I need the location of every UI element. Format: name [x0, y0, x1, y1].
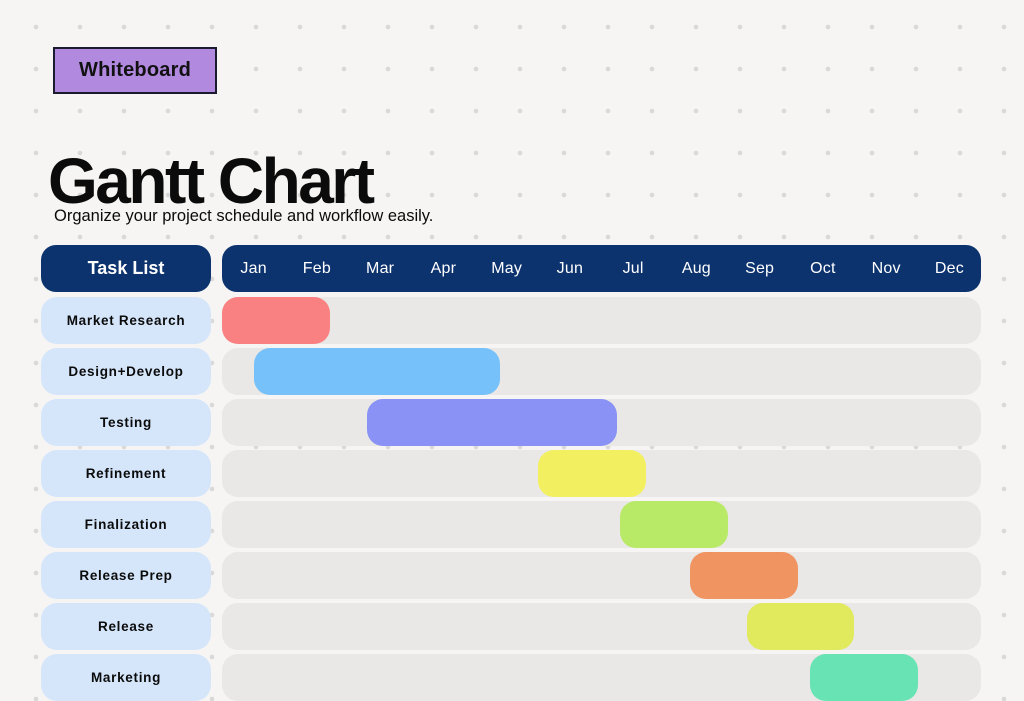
gantt-track — [222, 552, 981, 599]
month-label: Jan — [240, 259, 267, 277]
month-label: Dec — [934, 259, 964, 277]
gantt-bar[interactable] — [538, 450, 646, 497]
task-row: Testing — [41, 399, 981, 446]
task-row: Refinement — [41, 450, 981, 497]
gantt-track — [222, 297, 981, 344]
whiteboard-badge-label: Whiteboard — [79, 59, 191, 81]
month-label: Feb — [302, 259, 331, 277]
task-label-pill: Testing — [41, 399, 211, 446]
gantt-rows: Market Research Design+Develop Testing Refi… — [41, 297, 981, 701]
gantt-bar[interactable] — [690, 552, 798, 599]
gantt-header-row: Task List Jan Feb Mar Apr May Jun Jul Aug Sep Oct… — [41, 245, 981, 292]
month-label: Jul — [622, 259, 644, 277]
task-label-pill: Refinement — [41, 450, 211, 497]
gantt-bar[interactable] — [746, 603, 855, 650]
month-header: Jan Feb Mar Apr May Jun Jul Aug Sep Oct Nov Dec — [222, 245, 981, 292]
task-row: Marketing — [41, 654, 981, 701]
task-label-pill: Finalization — [41, 501, 211, 548]
month-label: Mar — [366, 259, 395, 277]
month-label: Apr — [430, 259, 457, 277]
task-row: Finalization — [41, 501, 981, 548]
page-subtitle: Organize your project schedule and workf… — [54, 206, 434, 225]
month-label: Sep — [745, 259, 775, 277]
month-label: Aug — [681, 259, 711, 277]
task-row: Market Research — [41, 297, 981, 344]
task-list-header: Task List — [41, 245, 211, 292]
task-row: Release — [41, 603, 981, 650]
gantt-track — [222, 450, 981, 497]
month-label: May — [491, 259, 523, 277]
gantt-bar[interactable] — [253, 348, 501, 395]
month-label: Oct — [810, 259, 836, 277]
whiteboard-badge: Whiteboard — [53, 47, 217, 94]
task-label-pill: Marketing — [41, 654, 211, 701]
gantt-bar[interactable] — [367, 399, 618, 446]
month-label: Jun — [556, 259, 584, 277]
gantt-track — [222, 654, 981, 701]
task-label-pill: Market Research — [41, 297, 211, 344]
gantt-bar[interactable] — [810, 654, 918, 701]
task-label-pill: Design+Develop — [41, 348, 211, 395]
gantt-track — [222, 399, 981, 446]
gantt-track — [222, 348, 981, 395]
task-row: Design+Develop — [41, 348, 981, 395]
month-label: Nov — [871, 259, 901, 277]
task-row: Release Prep — [41, 552, 981, 599]
task-label-pill: Release — [41, 603, 211, 650]
page-title: Gantt Chart — [48, 144, 375, 217]
gantt-bar[interactable] — [222, 297, 330, 344]
gantt-bar[interactable] — [620, 501, 728, 548]
gantt-track — [222, 603, 981, 650]
gantt-board: Task List Jan Feb Mar Apr May Jun Jul Aug Sep Oct… — [41, 245, 981, 701]
task-label-pill: Release Prep — [41, 552, 211, 599]
gantt-track — [222, 501, 981, 548]
